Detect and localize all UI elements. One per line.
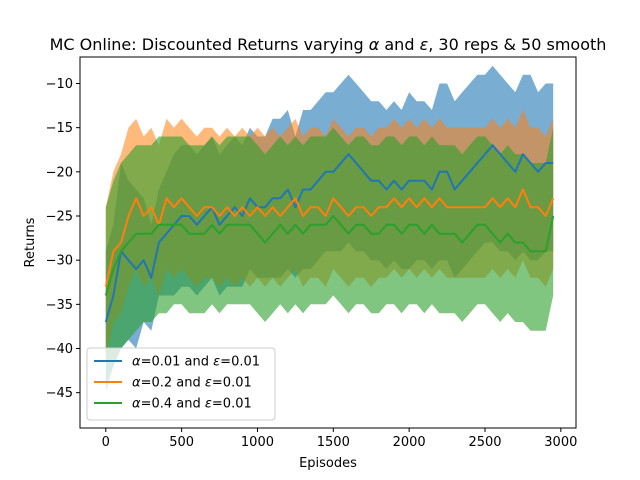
y-tick-label: −20 [46,165,73,180]
y-tick-label: −10 [46,77,73,92]
x-tick-label: 2000 [393,435,426,450]
x-tick-label: 0 [102,435,110,450]
x-tick-label: 3000 [544,435,577,450]
y-axis-label: Returns [23,217,38,267]
chart-title: MC Online: Discounted Returns varying α … [50,35,607,54]
confidence-bands [105,65,554,393]
y-tick-label: −35 [46,298,73,313]
y-tick-label: −45 [46,386,73,401]
x-axis-ticks: 0 500 1000 1500 2000 2500 3000 [102,428,577,450]
y-tick-label: −15 [46,121,73,136]
legend: α=0.01 and ε=0.01 α=0.2 and ε=0.01 α=0.4 a… [86,347,276,421]
series-band-3 [105,127,554,384]
x-tick-label: 1000 [241,435,274,450]
y-tick-label: −40 [46,342,73,357]
y-axis-ticks: −45 −40 −35 −30 −25 −20 −15 −10 [46,77,80,401]
series-line-2 [104,188,555,287]
x-tick-label: 2500 [468,435,501,450]
legend-label-3: α=0.4 and ε=0.01 [132,397,252,412]
x-axis-label: Episodes [299,456,357,471]
series-line-1 [104,144,554,323]
x-tick-label: 1500 [317,435,350,450]
series-lines [104,144,555,323]
x-tick-label: 500 [169,435,194,450]
plot-area-frame [79,56,577,429]
legend-label-1: α=0.01 and ε=0.01 [132,355,260,370]
series-line-3 [104,215,555,296]
legend-box [86,347,276,421]
y-tick-label: −30 [46,254,73,269]
y-tick-label: −25 [46,210,73,225]
legend-label-2: α=0.2 and ε=0.01 [132,376,252,391]
